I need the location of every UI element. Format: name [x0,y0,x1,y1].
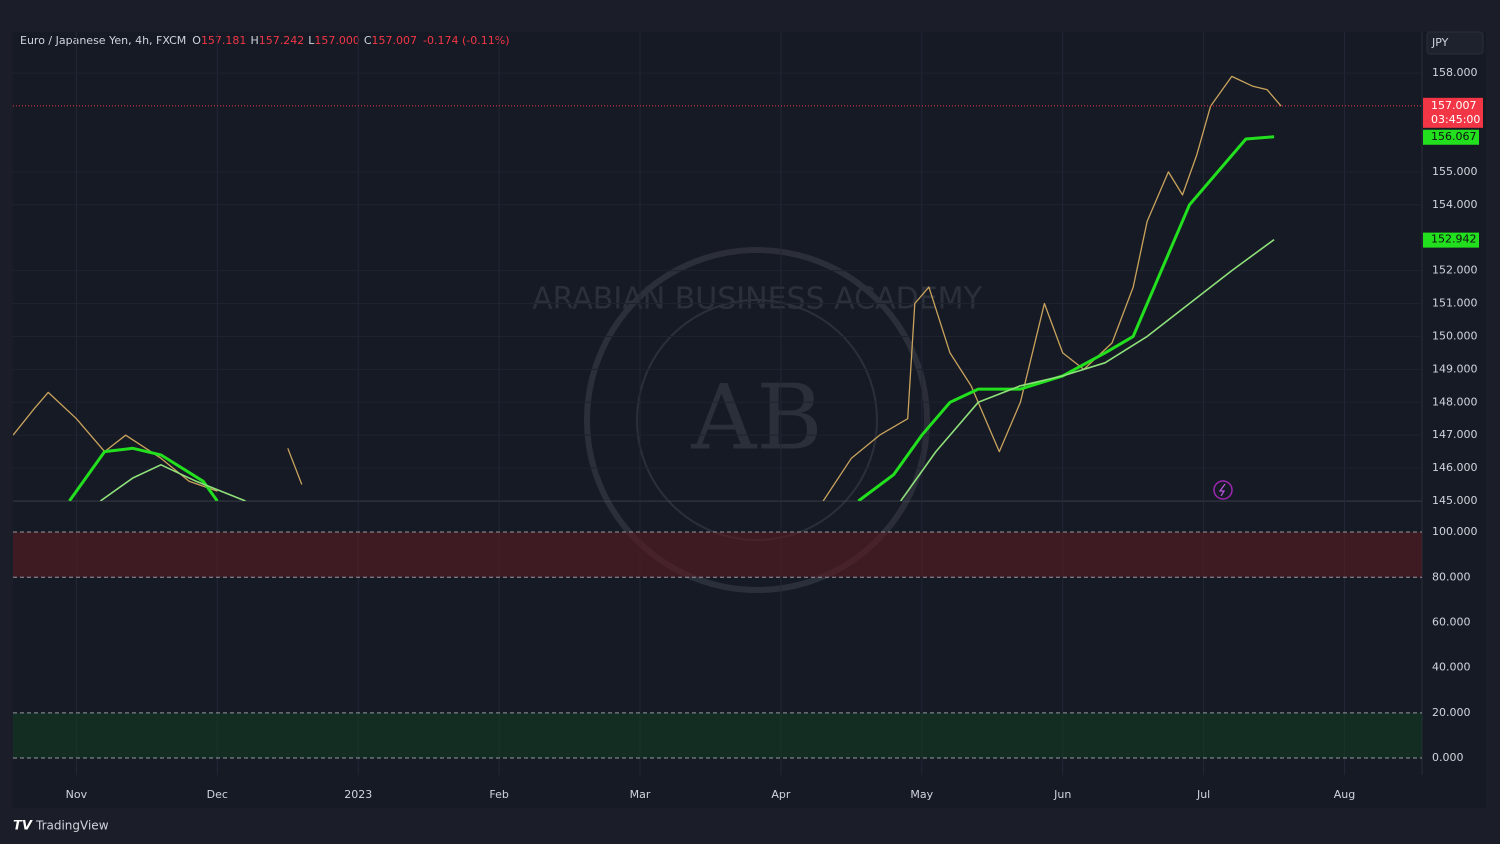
watermark-ring [584,247,930,593]
last-price-box [1423,97,1483,128]
ma-label: 156.067 [1431,130,1477,143]
x-tick-label: Mar [630,788,651,801]
ohlc-value: 157.181 [201,34,247,47]
x-tick-label: 2023 [344,788,372,801]
symbol-legend: Euro / Japanese Yen, 4h, FXCM O157.181 H15… [20,34,510,47]
ma-label-box [1423,232,1479,248]
x-tick-label: Aug [1334,788,1355,801]
y-tick-label: 151.000 [1432,297,1478,310]
y-tick-label: 149.000 [1432,362,1478,375]
x-tick-label: Jul [1196,788,1210,801]
ohlc-value: 157.000 [314,34,360,47]
y-tick-label: 80.000 [1432,570,1471,583]
ohlc-key: L [308,34,315,47]
x-tick-label: Apr [771,788,791,801]
y-tick-label: 150.000 [1432,329,1478,342]
ohlc-value: 157.242 [259,34,305,47]
ohlc-value: 157.007 [372,34,418,47]
x-tick-label: Nov [66,788,88,801]
ohlc-key: O [192,34,201,47]
band [13,712,1422,759]
x-tick-label: Feb [489,788,508,801]
ohlc-key: C [364,34,372,47]
y-tick-label: 40.000 [1432,661,1471,674]
x-tick-label: Dec [207,788,228,801]
alert-bolt [1218,483,1226,497]
y-tick-label: 147.000 [1432,428,1478,441]
x-tick-label: May [910,788,933,801]
y-tick-label: 146.000 [1432,461,1478,474]
tv-logo: 𝙏𝙑 [13,819,33,834]
currency[interactable]: JPY [1431,36,1449,49]
y-tick-label: 155.000 [1432,165,1478,178]
watermark-logo: AB [690,365,822,470]
brand: TradingView [35,819,109,833]
axes: 158.000 155.000 154.000 152.000 151.000 150.0… [66,66,1483,801]
ohlc-key: H [250,34,258,47]
watermark-text: ARABIAN BUSINESS ACADEMY [532,282,982,317]
oscillator-pane [13,502,1422,775]
currency-box[interactable] [1426,31,1484,55]
change: -0.174 (-0.11%) [423,34,509,47]
alert-icon[interactable] [1213,480,1233,500]
last-price: 157.007 [1431,99,1477,112]
ma-label: 152.942 [1431,233,1477,246]
y-tick-label: 158.000 [1432,66,1478,79]
chart-area [13,32,1486,808]
moving-average [99,238,1275,501]
y-tick-label: 0.000 [1432,751,1464,764]
y-tick-label: 148.000 [1432,395,1478,408]
x-tick-label: Jun [1053,788,1071,801]
symbol: Euro / Japanese Yen, 4h, FXCM [20,34,186,47]
y-tick-label: 152.000 [1432,264,1478,277]
y-tick-label: 20.000 [1432,706,1471,719]
band [13,532,1422,578]
y-tick-label: 100.000 [1432,525,1478,538]
y-tick-label: 145.000 [1432,494,1478,507]
watermark: ARABIAN BUSINESS ACADEMY AB [532,247,983,593]
ma-label-box [1423,129,1479,145]
price-pane [13,32,1422,501]
countdown: 03:45:00 [1431,113,1480,126]
y-tick-label: 60.000 [1432,615,1471,628]
y-tick-label: 154.000 [1432,198,1478,211]
